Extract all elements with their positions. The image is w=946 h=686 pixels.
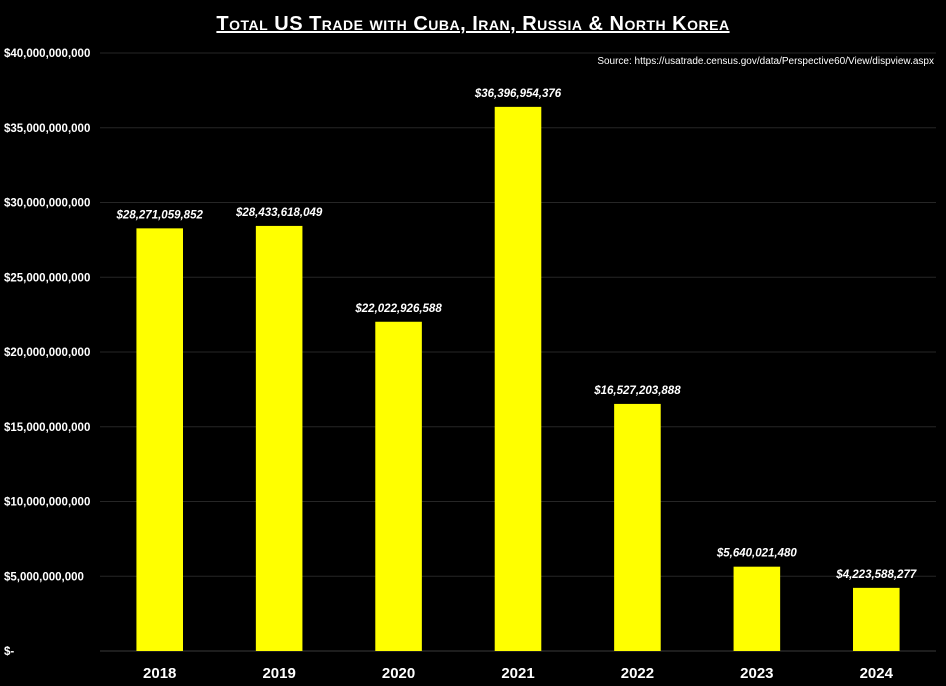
y-tick-label: $10,000,000,000 xyxy=(4,497,90,509)
bar-2021 xyxy=(494,106,542,651)
data-label-2020: $22,022,926,588 xyxy=(354,303,442,315)
y-tick-label: $40,000,000,000 xyxy=(4,48,90,60)
data-label-2018: $28,271,059,852 xyxy=(116,209,204,221)
bar-2022 xyxy=(614,403,661,651)
x-tick-label-2024: 2024 xyxy=(860,665,894,682)
y-tick-label: $30,000,000,000 xyxy=(4,198,90,210)
data-label-2021: $36,396,954,376 xyxy=(474,88,562,100)
data-labels: $28,271,059,852 $28,433,618,049 $22,022,92… xyxy=(116,88,917,581)
bar-2024 xyxy=(852,587,900,651)
y-tick-label: $15,000,000,000 xyxy=(4,422,90,434)
x-tick-label-2020: 2020 xyxy=(382,665,415,682)
data-label-2024: $4,223,588,277 xyxy=(835,569,917,581)
x-tick-label-2021: 2021 xyxy=(501,665,534,682)
x-axis: 2018 2019 2020 2021 2022 2023 2024 xyxy=(143,665,894,682)
bar-2019 xyxy=(255,225,303,651)
bar-2023 xyxy=(733,566,781,651)
chart-title: Total US Trade with Cuba, Iran, Russia &… xyxy=(216,13,729,35)
x-tick-label-2018: 2018 xyxy=(143,665,176,682)
y-tick-label: $20,000,000,000 xyxy=(4,347,90,359)
y-tick-label: $- xyxy=(4,646,14,658)
y-axis: $- $5,000,000,000 $10,000,000,000 $15,000,0… xyxy=(4,48,90,658)
x-tick-label-2022: 2022 xyxy=(621,665,654,682)
y-tick-label: $5,000,000,000 xyxy=(4,571,84,583)
y-tick-label: $35,000,000,000 xyxy=(4,123,90,135)
x-tick-label-2019: 2019 xyxy=(262,665,295,682)
x-tick-label-2023: 2023 xyxy=(740,665,773,682)
data-label-2019: $28,433,618,049 xyxy=(235,207,323,219)
chart-source: Source: https://usatrade.census.gov/data… xyxy=(597,56,934,67)
data-label-2023: $5,640,021,480 xyxy=(716,548,798,560)
bar-2018 xyxy=(136,228,184,651)
data-label-2022: $16,527,203,888 xyxy=(593,385,681,397)
y-tick-label: $25,000,000,000 xyxy=(4,272,90,284)
bars xyxy=(136,106,900,651)
bar-2020 xyxy=(375,321,422,651)
